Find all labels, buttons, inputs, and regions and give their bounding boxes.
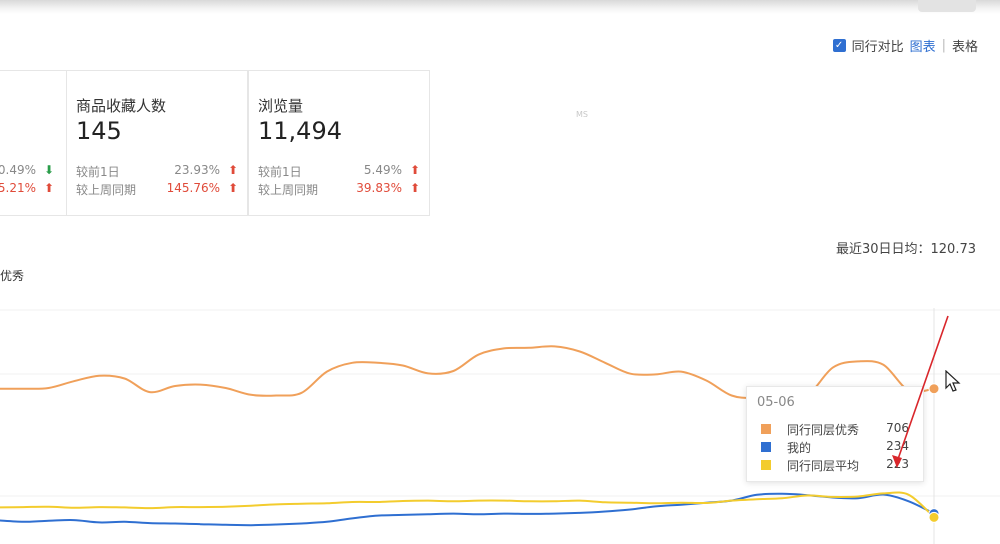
card-row-label: 较前1日 (76, 165, 120, 179)
card-title: 浏览量 (258, 97, 304, 115)
card-row-day: 较前1日 5.49% ⬆ (258, 163, 420, 180)
chart-toolbar: ✓ 同行对比 图表 | 表格 (832, 36, 978, 55)
card-pct: 5.21% (0, 181, 36, 195)
arrow-down-icon: ⬇ (43, 163, 54, 177)
arrow-up-icon: ⬆ (43, 181, 54, 195)
series-line-1 (0, 492, 935, 527)
arrow-up-icon: ⬆ (227, 181, 238, 195)
compare-checkbox[interactable]: ✓ (832, 39, 846, 52)
chart-tooltip: 05-06 同行同层优秀 706 我的 234 同行同层平均 223 (746, 386, 924, 482)
card-value: 145 (76, 117, 122, 145)
card-row-label: 较上周同期 (258, 183, 319, 197)
card-row-label: 较前1日 (258, 165, 302, 179)
window-top-edge (0, 0, 1000, 14)
blue-swatch-icon (761, 442, 771, 452)
faint-watermark-text: MS (576, 110, 588, 119)
card-pct: 5.49% (363, 163, 402, 177)
tooltip-series-value: 234 (886, 439, 909, 453)
yellow-swatch-icon (761, 460, 771, 470)
series-end-point-2 (928, 511, 940, 523)
card-row-week: 较上周同期 145.76% ⬆ (76, 181, 238, 198)
arrow-up-icon: ⬆ (227, 163, 238, 177)
card-pct: 0.49% (0, 163, 36, 177)
arrow-up-icon: ⬆ (409, 181, 420, 195)
card-value: 11,494 (258, 117, 342, 145)
tooltip-series-value: 706 (886, 421, 909, 435)
thirty-day-average: 最近30日日均：120.73 (835, 242, 976, 257)
metric-card-pageviews[interactable]: 浏览量 11,494 较前1日 5.49% ⬆ 较上周同期 39.83% ⬆ (248, 70, 430, 216)
card-row-day: 较前1日 23.93% ⬆ (76, 163, 238, 180)
card-pct: 23.93% (174, 163, 220, 177)
series-end-point-0 (928, 383, 940, 395)
tooltip-series-name: 同行同层平均 (787, 459, 860, 473)
orange-swatch-icon (761, 424, 771, 434)
series-line-2 (0, 491, 935, 519)
compare-label[interactable]: 同行对比 (851, 40, 904, 55)
metric-card-favorites[interactable]: 商品收藏人数 145 较前1日 23.93% ⬆ 较上周同期 145.76% ⬆ (66, 70, 248, 216)
card-pct: 39.83% (356, 181, 402, 195)
arrow-up-icon: ⬆ (409, 163, 420, 177)
chart-view-link[interactable]: 图表 (909, 40, 936, 55)
table-view-link[interactable]: 表格 (951, 40, 978, 55)
card-pct: 145.76% (166, 181, 220, 195)
mouse-cursor-icon (945, 370, 961, 392)
tooltip-series-name: 同行同层优秀 (787, 423, 860, 437)
tooltip-series-name: 我的 (787, 441, 812, 455)
tooltip-date: 05-06 (757, 395, 795, 410)
metric-card-partial[interactable]: 0.49% ⬇ 5.21% ⬆ (0, 70, 67, 216)
card-row-week: 较上周同期 39.83% ⬆ (258, 181, 420, 198)
card-row-label: 较上周同期 (76, 183, 137, 197)
toolbar-separator: | (941, 38, 946, 53)
window-top-button[interactable] (918, 0, 976, 12)
card-title: 商品收藏人数 (76, 97, 167, 115)
tooltip-series-value: 223 (886, 457, 909, 471)
legend-fragment: 优秀 (0, 269, 25, 283)
